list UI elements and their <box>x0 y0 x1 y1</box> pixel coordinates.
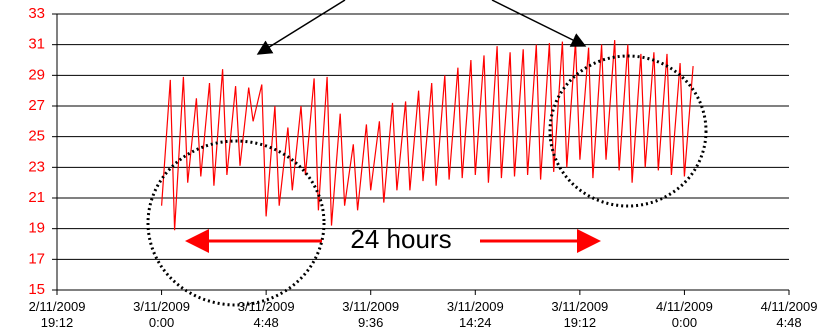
x-tick-label: 2/11/2009 19:12 <box>29 299 86 330</box>
annotation: 24 hours <box>350 224 451 254</box>
y-tick-label: 27 <box>28 97 45 114</box>
y-tick-label: 15 <box>28 281 45 298</box>
y-tick-label: 25 <box>28 128 45 145</box>
y-tick-label: 21 <box>28 189 45 206</box>
x-tick-label: 3/11/2009 9:36 <box>342 299 399 330</box>
x-tick-label: 4/11/2009 4:48 <box>761 299 818 330</box>
y-tick-label: 29 <box>28 66 45 83</box>
y-tick-label: 31 <box>28 36 45 53</box>
y-tick-label: 19 <box>28 220 45 237</box>
y-tick-label: 17 <box>28 250 45 267</box>
x-tick-label: 3/11/2009 0:00 <box>133 299 190 330</box>
highlight-circle <box>548 54 708 208</box>
data-line <box>161 40 694 231</box>
pointer-arrow <box>491 0 587 47</box>
grid: 15 17 19 21 23 25 27 29 31 33 2/11/2009 19:12 3/11/2… <box>28 5 817 330</box>
x-tick-label: 3/11/2009 4:48 <box>238 299 295 330</box>
y-tick-label: 23 <box>28 158 45 175</box>
highlight-circle <box>146 139 326 307</box>
x-tick-label: 4/11/2009 0:00 <box>656 299 713 330</box>
x-tick-label: 3/11/2009 14:24 <box>447 299 504 330</box>
plot <box>161 40 694 231</box>
pointer-arrow <box>256 0 346 55</box>
x-tick-label: 3/11/2009 19:12 <box>551 299 608 330</box>
y-tick-label: 33 <box>28 5 45 22</box>
